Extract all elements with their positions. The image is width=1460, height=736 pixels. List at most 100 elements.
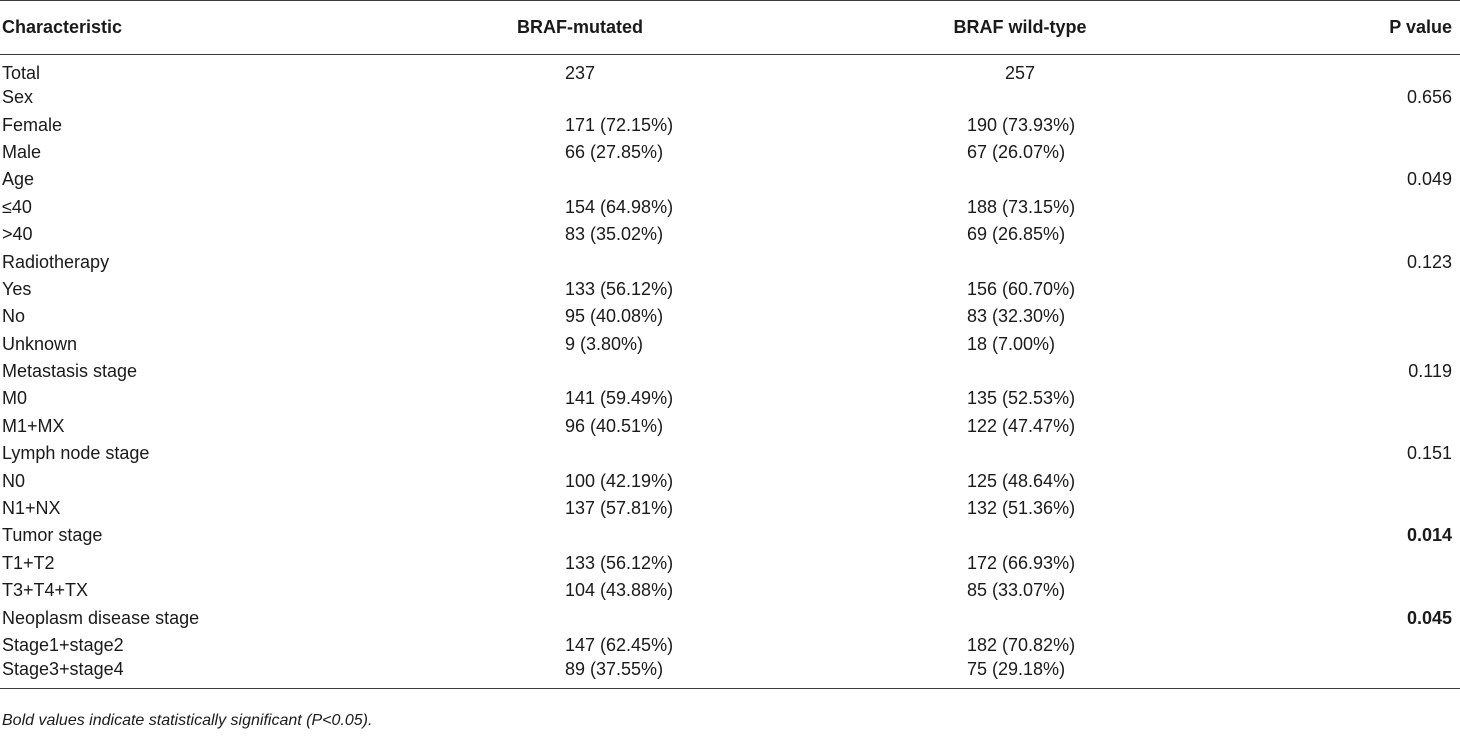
cell-characteristic: M1+MX bbox=[2, 415, 65, 436]
cell-braf-mutated bbox=[420, 522, 740, 549]
header-p-value: P value bbox=[1300, 0, 1460, 55]
cell-braf-mutated bbox=[420, 84, 740, 111]
cell-characteristic: T1+T2 bbox=[2, 552, 55, 573]
cell-braf-mutated-value: 141 (59.49%) bbox=[565, 388, 674, 409]
cell-braf-wild-type-value: 67 (26.07%) bbox=[967, 141, 1066, 162]
cell-braf-wild-type-value: 190 (73.93%) bbox=[967, 114, 1076, 135]
table-row: >40 83 (35.02%) 69 (26.85%) bbox=[0, 221, 1460, 248]
cell-braf-wild-type bbox=[740, 522, 1300, 549]
cell-braf-mutated: 95 (40.08%) bbox=[420, 303, 740, 330]
cell-braf-wild-type-value: 188 (73.15%) bbox=[967, 196, 1076, 217]
cell-braf-wild-type-value: 135 (52.53%) bbox=[967, 388, 1076, 409]
cell-characteristic: ≤40 bbox=[2, 196, 32, 217]
cell-braf-wild-type: 83 (32.30%) bbox=[740, 303, 1300, 330]
cell-characteristic: Neoplasm disease stage bbox=[2, 607, 200, 628]
cell-braf-wild-type: 67 (26.07%) bbox=[740, 139, 1300, 166]
cell-braf-wild-type: 132 (51.36%) bbox=[740, 495, 1300, 522]
cell-p-value: 0.123 bbox=[1406, 251, 1452, 272]
table-row: Age 0.049 bbox=[0, 166, 1460, 193]
cell-braf-mutated bbox=[420, 166, 740, 193]
cell-braf-wild-type-value: 156 (60.70%) bbox=[967, 278, 1076, 299]
table-row: T1+T2 133 (56.12%) 172 (66.93%) bbox=[0, 550, 1460, 577]
cell-braf-mutated-value: 154 (64.98%) bbox=[565, 196, 674, 217]
table-row: Stage3+stage4 89 (37.55%) 75 (29.18%) bbox=[0, 659, 1460, 690]
header-characteristic: Characteristic bbox=[0, 0, 420, 55]
cell-p-value bbox=[1300, 331, 1460, 358]
table-row: No 95 (40.08%) 83 (32.30%) bbox=[0, 303, 1460, 330]
table-row: N1+NX 137 (57.81%) 132 (51.36%) bbox=[0, 495, 1460, 522]
cell-braf-wild-type: 69 (26.85%) bbox=[740, 221, 1300, 248]
cell-braf-wild-type-value: 172 (66.93%) bbox=[967, 552, 1076, 573]
table-footnote: Bold values indicate statistically signi… bbox=[2, 712, 373, 729]
cell-braf-wild-type: 257 bbox=[740, 55, 1300, 85]
table-row: Metastasis stage 0.119 bbox=[0, 358, 1460, 385]
table-row: Male 66 (27.85%) 67 (26.07%) bbox=[0, 139, 1460, 166]
cell-braf-mutated-value: 9 (3.80%) bbox=[565, 333, 644, 354]
cell-braf-mutated-value: 147 (62.45%) bbox=[565, 635, 674, 655]
cell-braf-wild-type-value: 122 (47.47%) bbox=[967, 415, 1076, 436]
cell-braf-mutated-value: 137 (57.81%) bbox=[565, 498, 674, 519]
cell-braf-wild-type: 156 (60.70%) bbox=[740, 276, 1300, 303]
cell-characteristic: Sex bbox=[2, 87, 34, 108]
cell-characteristic: Female bbox=[2, 114, 63, 135]
cell-braf-mutated-value: 133 (56.12%) bbox=[565, 552, 674, 573]
header-braf-mutated: BRAF-mutated bbox=[420, 0, 740, 55]
header-row: Characteristic BRAF-mutated BRAF wild-ty… bbox=[0, 0, 1460, 55]
cell-braf-wild-type: 125 (48.64%) bbox=[740, 467, 1300, 494]
cell-characteristic: Tumor stage bbox=[2, 525, 103, 546]
data-table-container: Characteristic BRAF-mutated BRAF wild-ty… bbox=[0, 0, 1460, 690]
cell-braf-mutated: 141 (59.49%) bbox=[420, 385, 740, 412]
table-row: N0 100 (42.19%) 125 (48.64%) bbox=[0, 467, 1460, 494]
cell-characteristic: N1+NX bbox=[2, 498, 61, 519]
table-row: Unknown 9 (3.80%) 18 (7.00%) bbox=[0, 331, 1460, 358]
cell-braf-wild-type: 188 (73.15%) bbox=[740, 194, 1300, 221]
cell-p-value: 0.045 bbox=[1406, 607, 1452, 628]
cell-braf-mutated: 154 (64.98%) bbox=[420, 194, 740, 221]
cell-braf-mutated-value: 83 (35.02%) bbox=[565, 224, 664, 245]
cell-characteristic: Radiotherapy bbox=[2, 251, 110, 272]
cell-braf-mutated bbox=[420, 440, 740, 467]
table-row: Neoplasm disease stage 0.045 bbox=[0, 604, 1460, 631]
cell-braf-wild-type: 122 (47.47%) bbox=[740, 413, 1300, 440]
cell-braf-wild-type: 135 (52.53%) bbox=[740, 385, 1300, 412]
cell-braf-wild-type bbox=[740, 166, 1300, 193]
cell-characteristic: Lymph node stage bbox=[2, 443, 150, 464]
cell-characteristic: Stage1+stage2 bbox=[2, 635, 124, 655]
cell-p-value bbox=[1300, 111, 1460, 138]
table-row: Sex 0.656 bbox=[0, 84, 1460, 111]
table-body: Total 237 257 Sex 0.656 Female 171 (72.15%) 190… bbox=[0, 55, 1460, 690]
table-row: Tumor stage 0.014 bbox=[0, 522, 1460, 549]
cell-braf-wild-type bbox=[740, 604, 1300, 631]
cell-braf-mutated-value: 66 (27.85%) bbox=[565, 141, 664, 162]
cell-p-value bbox=[1300, 139, 1460, 166]
cell-braf-mutated-value: 100 (42.19%) bbox=[565, 470, 674, 491]
cell-braf-mutated: 89 (37.55%) bbox=[420, 659, 740, 690]
cell-braf-mutated bbox=[420, 604, 740, 631]
cell-braf-mutated-value: 133 (56.12%) bbox=[565, 278, 674, 299]
table-row: ≤40 154 (64.98%) 188 (73.15%) bbox=[0, 194, 1460, 221]
cell-braf-wild-type-value: 132 (51.36%) bbox=[967, 498, 1076, 519]
cell-braf-wild-type-value: 85 (33.07%) bbox=[967, 580, 1066, 601]
table-row: Lymph node stage 0.151 bbox=[0, 440, 1460, 467]
cell-p-value bbox=[1300, 55, 1460, 85]
table-row: T3+T4+TX 104 (43.88%) 85 (33.07%) bbox=[0, 577, 1460, 604]
cell-characteristic: Total bbox=[2, 63, 41, 83]
cell-characteristic: Age bbox=[2, 169, 35, 190]
cell-braf-mutated bbox=[420, 248, 740, 275]
cell-braf-wild-type: 18 (7.00%) bbox=[740, 331, 1300, 358]
cell-p-value bbox=[1300, 385, 1460, 412]
cell-braf-mutated: 66 (27.85%) bbox=[420, 139, 740, 166]
cell-braf-mutated: 137 (57.81%) bbox=[420, 495, 740, 522]
table-row: M1+MX 96 (40.51%) 122 (47.47%) bbox=[0, 413, 1460, 440]
table-row: M0 141 (59.49%) 135 (52.53%) bbox=[0, 385, 1460, 412]
cell-braf-wild-type-value: 18 (7.00%) bbox=[967, 333, 1056, 354]
cell-p-value bbox=[1300, 221, 1460, 248]
cell-braf-wild-type bbox=[740, 84, 1300, 111]
table-header: Characteristic BRAF-mutated BRAF wild-ty… bbox=[0, 0, 1460, 55]
cell-characteristic: M0 bbox=[2, 388, 28, 409]
cell-braf-wild-type-value: 125 (48.64%) bbox=[967, 470, 1076, 491]
cell-p-value bbox=[1300, 467, 1460, 494]
cell-braf-wild-type-value: 182 (70.82%) bbox=[967, 635, 1076, 655]
cell-braf-mutated: 171 (72.15%) bbox=[420, 111, 740, 138]
cell-braf-mutated-value: 96 (40.51%) bbox=[565, 415, 664, 436]
